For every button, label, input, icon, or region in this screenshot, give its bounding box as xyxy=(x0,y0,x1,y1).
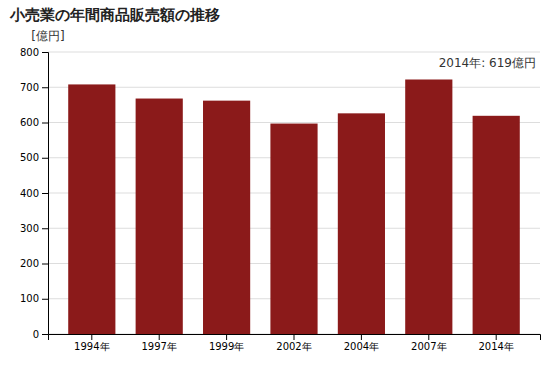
tick: 700 xyxy=(20,82,48,93)
annotation: 2014年: 619億円 xyxy=(439,56,536,70)
bar xyxy=(405,79,452,334)
tick-label: 600 xyxy=(20,117,39,128)
tick: 1994年 xyxy=(74,334,109,352)
tick-mark xyxy=(42,299,48,300)
tick-label: 1994年 xyxy=(74,341,109,352)
tick-mark xyxy=(42,264,48,265)
tick-label: 2007年 xyxy=(411,341,446,352)
tick-mark xyxy=(294,334,295,340)
tick-mark xyxy=(42,52,48,53)
grid xyxy=(48,52,540,334)
tick-mark xyxy=(42,334,48,335)
tick: 400 xyxy=(20,188,48,199)
tick-mark xyxy=(226,334,227,340)
bar xyxy=(136,99,183,334)
tick-mark xyxy=(42,228,48,229)
grid-line xyxy=(48,52,540,53)
tick: 200 xyxy=(20,258,48,269)
tick-label: 800 xyxy=(20,47,39,58)
tick: 500 xyxy=(20,152,48,163)
y-axis: 0 100 200 300 400 500 600 700 800 xyxy=(20,47,49,340)
tick-label: 1997年 xyxy=(141,341,176,352)
tick: 600 xyxy=(20,117,48,128)
plot: 0 100 200 300 400 500 600 700 800 1994年 1997年 1999年… xyxy=(20,47,541,352)
bars xyxy=(68,79,520,334)
grid-line xyxy=(48,122,540,123)
tick-label: 100 xyxy=(20,293,39,304)
tick-label: 2014年 xyxy=(478,341,513,352)
tick: 2014年 xyxy=(478,334,513,352)
tick-mark xyxy=(361,334,362,340)
tick: 800 xyxy=(20,47,48,58)
bar xyxy=(68,84,115,334)
tick-label: 500 xyxy=(20,152,39,163)
bar xyxy=(338,113,385,334)
tick-label: 0 xyxy=(33,329,39,340)
title: 小売業の年間商品販売額の推移 xyxy=(9,6,220,24)
tick-label: 200 xyxy=(20,258,39,269)
tick-label: 1999年 xyxy=(209,341,244,352)
grid-line xyxy=(48,87,540,88)
tick-label: 300 xyxy=(20,223,39,234)
axis-line xyxy=(42,53,49,335)
axis-line xyxy=(49,335,541,341)
tick-label: 700 xyxy=(20,82,39,93)
tick: 300 xyxy=(20,223,48,234)
tick-mark xyxy=(42,193,48,194)
y-axis-label: [億円] xyxy=(31,29,64,43)
tick-label: 2004年 xyxy=(344,341,379,352)
tick-mark xyxy=(42,87,48,88)
tick: 0 xyxy=(33,329,48,340)
x-axis: 1994年 1997年 1999年 2002年 2004年 2007年 2014年 xyxy=(49,334,541,352)
tick-mark xyxy=(91,334,92,340)
bar xyxy=(270,124,317,334)
tick: 2002年 xyxy=(276,334,311,352)
bar xyxy=(473,116,520,334)
tick-label: 400 xyxy=(20,188,39,199)
tick-mark xyxy=(159,334,160,340)
tick-mark xyxy=(42,123,48,124)
tick-label: 2002年 xyxy=(276,341,311,352)
tick: 1999年 xyxy=(209,334,244,352)
tick: 2004年 xyxy=(344,334,379,352)
tick-mark xyxy=(496,334,497,340)
tick-mark xyxy=(428,334,429,340)
tick: 1997年 xyxy=(141,334,176,352)
tick: 2007年 xyxy=(411,334,446,352)
tick: 100 xyxy=(20,293,48,304)
tick-mark xyxy=(42,158,48,159)
bar xyxy=(203,101,250,334)
chart: 0 100 200 300 400 500 600 700 800 1994年 1997年 1999年… xyxy=(0,0,560,366)
